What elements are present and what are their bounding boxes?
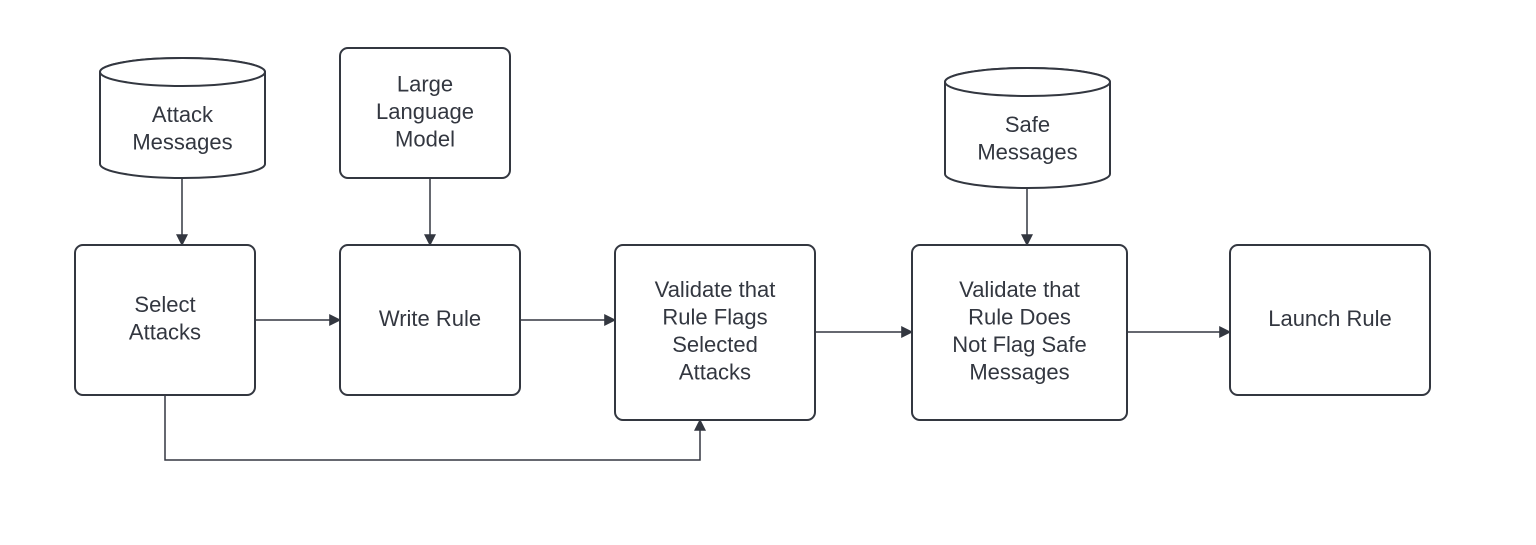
node-llm-label-line-2: Model — [395, 126, 455, 151]
node-launch: Launch Rule — [1230, 245, 1430, 395]
flowchart-canvas: Attack Messages Large LanguageModel Safe Mess… — [0, 0, 1536, 545]
node-write_rule: Write Rule — [340, 245, 520, 395]
node-llm-label-line-0: Large — [397, 71, 453, 96]
node-validate_safe-label-line-2: Not Flag Safe — [952, 332, 1087, 357]
node-attack_db-label-line-0: Attack — [152, 102, 214, 127]
node-llm: Large LanguageModel — [340, 48, 510, 178]
node-validate_flag-label-line-3: Attacks — [679, 360, 751, 385]
node-validate_safe: Validate that Rule DoesNot Flag Safe Messa… — [912, 245, 1127, 420]
node-validate_flag-label-line-0: Validate that — [655, 277, 776, 302]
node-validate_flag-label-line-1: Rule Flags — [662, 305, 767, 330]
node-validate_safe-label-line-0: Validate that — [959, 277, 1080, 302]
node-safe_db-label-line-1: Messages — [977, 140, 1077, 165]
node-validate_safe-label-line-3: Messages — [969, 360, 1069, 385]
node-validate_flag-label-line-2: Selected — [672, 332, 758, 357]
node-write_rule-label-line-0: Write Rule — [379, 306, 481, 331]
node-llm-label-line-1: Language — [376, 99, 474, 124]
node-validate_safe-label-line-1: Rule Does — [968, 305, 1071, 330]
node-safe_db: Safe Messages — [945, 68, 1110, 188]
node-attack_db-label-line-1: Messages — [132, 130, 232, 155]
node-launch-label-line-0: Launch Rule — [1268, 306, 1392, 331]
node-safe_db-label-line-0: Safe — [1005, 112, 1050, 137]
node-select-label-line-0: Select — [134, 292, 195, 317]
node-validate_flag: Validate that Rule FlagsSelected Attacks — [615, 245, 815, 420]
nodes-group: Attack Messages Large LanguageModel Safe Mess… — [75, 48, 1430, 420]
node-select-label-line-1: Attacks — [129, 320, 201, 345]
node-attack_db: Attack Messages — [100, 58, 265, 178]
node-select: Select Attacks — [75, 245, 255, 395]
